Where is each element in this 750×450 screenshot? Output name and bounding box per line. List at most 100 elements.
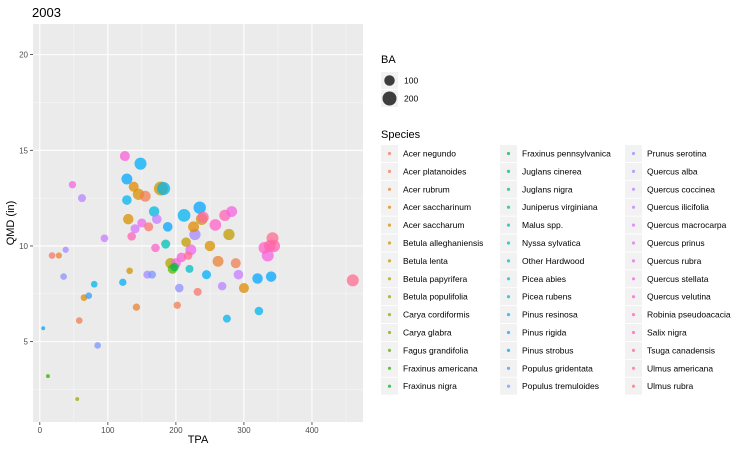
species-legend-dot [631, 330, 636, 335]
species-legend-label: Acer platanoides [403, 166, 466, 176]
data-point [162, 222, 173, 232]
data-point [122, 195, 132, 205]
species-legend-dot [387, 295, 392, 299]
data-point [75, 397, 80, 401]
species-legend-label: Quercus coccinea [647, 184, 715, 194]
species-legend-dot [506, 241, 511, 245]
data-point [209, 219, 222, 231]
data-point [177, 208, 191, 222]
data-point [123, 213, 134, 225]
x-tick-label: 0 [38, 426, 43, 435]
species-legend-label: Other Hardwood [522, 256, 585, 266]
species-legend-label: Quercus rubra [647, 256, 702, 266]
data-point [161, 239, 171, 249]
size-legend-label: 100 [404, 76, 418, 86]
species-legend-dot [506, 187, 511, 191]
species-legend-dot [631, 187, 636, 191]
species-legend-dot [387, 259, 392, 263]
size-legend-label: 200 [404, 94, 418, 104]
data-point [77, 194, 86, 203]
y-tick-label: 20 [19, 51, 28, 60]
species-legend-dot [387, 223, 392, 227]
x-axis-ticks: 0 100 200 300 400 [38, 422, 319, 435]
y-axis-title: QMD (in) [5, 201, 17, 246]
species-legend-dot [631, 295, 636, 299]
data-point [128, 181, 139, 192]
species-legend-dot [631, 259, 636, 263]
species-legend-label: Betula populifolia [403, 292, 468, 302]
species-legend-label: Juglans cinerea [522, 166, 582, 176]
data-point [130, 224, 140, 234]
data-point [173, 301, 181, 309]
species-legend-label: Pinus strobus [522, 345, 574, 355]
size-legend-dot [382, 91, 397, 106]
species-legend-dot [506, 384, 511, 388]
species-legend-label: Acer saccharinum [403, 202, 471, 212]
data-point [212, 255, 224, 267]
species-legend-dot [506, 295, 511, 299]
data-point [137, 218, 147, 228]
data-point [226, 206, 238, 217]
data-point [68, 181, 77, 189]
species-legend-label: Fraxinus pennsylvanica [522, 149, 611, 159]
data-point [55, 252, 62, 259]
data-point [148, 270, 157, 279]
data-point [185, 264, 194, 273]
data-point [119, 278, 127, 287]
species-legend-dot [387, 384, 392, 388]
species-legend-label: Picea abies [522, 274, 566, 284]
data-point [85, 292, 93, 300]
data-points [41, 151, 359, 401]
data-point [100, 234, 109, 243]
data-point [222, 314, 231, 323]
species-legend-label: Pinus resinosa [522, 310, 578, 320]
data-point [265, 271, 277, 282]
species-legend-dot [387, 330, 392, 335]
species-legend-dot [506, 259, 511, 263]
size-legend-title: BA [381, 54, 396, 66]
size-legend-dot [384, 75, 395, 86]
data-point [204, 240, 216, 252]
species-legend-label: Populus gridentata [522, 363, 593, 373]
data-point [157, 182, 171, 196]
x-axis-title: TPA [188, 434, 209, 446]
species-legend-label: Quercus ilicifolia [647, 202, 709, 212]
species-legend-label: Fagus grandifolia [403, 345, 468, 355]
data-point [132, 303, 141, 311]
species-legend-label: Tsuga canadensis [647, 345, 715, 355]
y-tick-label: 15 [19, 146, 28, 155]
data-point [46, 374, 50, 379]
data-point [90, 280, 98, 288]
species-legend-dot [631, 223, 636, 227]
species-legend-label: Fraxinus nigra [403, 381, 457, 391]
species-legend-label: Salix nigra [647, 328, 687, 338]
data-point [188, 221, 200, 233]
data-point [223, 228, 235, 241]
data-point [48, 252, 56, 259]
data-point [121, 173, 133, 185]
data-point [151, 243, 160, 253]
species-legend-label: Pinus rigida [522, 328, 567, 338]
species-legend-dot [506, 330, 511, 335]
data-point [62, 246, 69, 253]
data-point [193, 287, 202, 296]
species-legend-label: Prunus serotina [647, 149, 707, 159]
data-point [197, 211, 209, 223]
y-tick-label: 10 [19, 242, 28, 251]
species-legend-dot [631, 205, 636, 209]
species-legend-label: Acer saccharum [403, 220, 464, 230]
species-legend-dot [506, 348, 511, 352]
species-legend-dot [506, 169, 511, 173]
data-point [263, 240, 276, 252]
species-legend-label: Acer negundo [403, 149, 456, 159]
species-legend-dot [387, 187, 392, 191]
species-legend-dot [631, 151, 636, 156]
data-point [94, 342, 101, 349]
data-point [126, 267, 133, 275]
data-point [217, 281, 227, 291]
species-legend-label: Fraxinus americana [403, 363, 478, 373]
data-point [75, 317, 83, 324]
color-legend: Species Acer negundo Acer platanoides Acer… [381, 129, 731, 395]
species-legend-label: Populus tremuloides [522, 381, 599, 391]
species-legend-dot [506, 277, 511, 281]
